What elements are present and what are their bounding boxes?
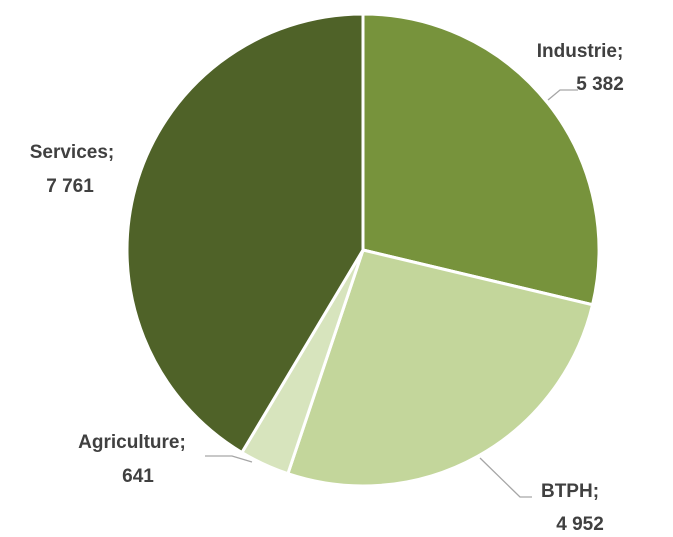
separator: ; xyxy=(108,142,114,163)
leader-line xyxy=(479,457,532,498)
slice xyxy=(285,248,595,488)
slice xyxy=(361,12,601,307)
data-value-label: 641 xyxy=(122,466,154,487)
category-name: BTPH xyxy=(541,481,593,502)
data-label: Agriculture; xyxy=(78,432,186,453)
category-name: Industrie xyxy=(537,41,617,62)
separator: ; xyxy=(180,432,186,453)
category-name: Agriculture xyxy=(78,432,179,453)
data-value-label: 4 952 xyxy=(556,514,604,535)
data-value-label: 5 382 xyxy=(576,74,624,95)
slice xyxy=(125,12,365,455)
data-label: BTPH; xyxy=(541,481,599,502)
data-label: Services; xyxy=(30,142,115,163)
leader-lines xyxy=(205,89,578,498)
separator: ; xyxy=(617,41,623,62)
leader-line xyxy=(205,455,253,463)
data-value-label: 7 761 xyxy=(46,176,94,197)
slices xyxy=(125,12,601,488)
separator: ; xyxy=(593,481,599,502)
category-name: Services xyxy=(30,142,108,163)
leader-line xyxy=(547,89,578,101)
data-label: Industrie; xyxy=(537,41,624,62)
